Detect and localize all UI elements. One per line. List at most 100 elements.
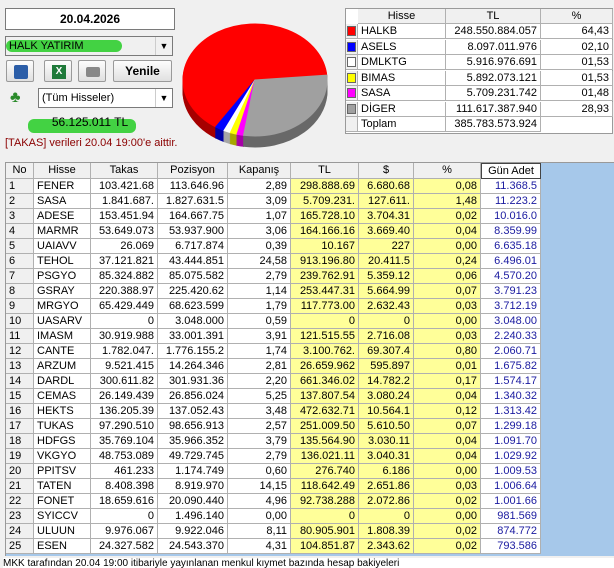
grid-cell: 117.773.00 [291, 299, 359, 314]
grid-cell: 3.080.24 [359, 389, 414, 404]
summary-header: TL [446, 9, 541, 24]
grid-cell: DARDL [34, 374, 91, 389]
grid-cell: 24,58 [228, 254, 291, 269]
grid-cell: UAIAVV [34, 239, 91, 254]
grid-cell: 0,02 [414, 494, 481, 509]
grid-cell: 472.632.71 [291, 404, 359, 419]
grid-cell: 6.680.68 [359, 179, 414, 194]
data-grid: No Hisse Takas Pozisyon Kapanış TL $% Gün Adet 1… [5, 162, 614, 556]
grid-cell: 153.451.94 [91, 209, 158, 224]
grid-cell: 49.729.745 [158, 449, 228, 464]
grid-cell: 1.299.18 [481, 419, 541, 434]
grid-cell: 3.791.23 [481, 284, 541, 299]
excel-button[interactable]: X [44, 60, 72, 82]
grid-cell: UASARV [34, 314, 91, 329]
dropdown-arrow[interactable]: ▼ [155, 37, 172, 55]
grid-cell: MRGYO [34, 299, 91, 314]
grid-cell: 12 [6, 344, 34, 359]
summary-name: BIMAS [358, 70, 446, 86]
grid-cell: 1.675.82 [481, 359, 541, 374]
grid-cell: 5.709.231. [291, 194, 359, 209]
grid-cell: 11.368.5 [481, 179, 541, 194]
grid-cell: 97.290.510 [91, 419, 158, 434]
summary-pct: 01,48 [541, 86, 613, 101]
grid-cell: 98.656.913 [158, 419, 228, 434]
grid-cell: 0,00 [414, 509, 481, 524]
filter-select[interactable]: (Tüm Hisseler) [38, 88, 173, 108]
grid-cell: 165.728.10 [291, 209, 359, 224]
filter-icon: ♣ [10, 89, 21, 106]
highlight [6, 40, 122, 52]
grid-cell: 3.048.00 [481, 314, 541, 329]
highlight [28, 119, 136, 133]
grid-cell: 0,59 [228, 314, 291, 329]
summary-name: HALKB [358, 24, 446, 39]
grid-cell: 5,25 [228, 389, 291, 404]
grid-cell: 225.420.62 [158, 284, 228, 299]
grid-cell: 35.769.104 [91, 434, 158, 449]
grid-cell: 2.716.08 [359, 329, 414, 344]
grid-cell: 4,31 [228, 539, 291, 554]
grid-cell: 2,89 [228, 179, 291, 194]
grid-cell: 18.659.616 [91, 494, 158, 509]
grid-cell: 2.343.62 [359, 539, 414, 554]
grid-cell: 227 [359, 239, 414, 254]
grid-cell: 6.635.18 [481, 239, 541, 254]
grid-cell: 9.521.415 [91, 359, 158, 374]
grid-cell: 23 [6, 509, 34, 524]
grid-cell: 1.091.70 [481, 434, 541, 449]
grid-cell: 24.327.582 [91, 539, 158, 554]
refresh-button[interactable]: Yenile [113, 60, 172, 82]
note: [TAKAS] verileri 20.04 19:00'e aittir. [5, 137, 178, 149]
grid-cell: 127.611. [359, 194, 414, 209]
grid-cell: 8.408.398 [91, 479, 158, 494]
print-icon [86, 67, 100, 77]
grid-cell: GSRAY [34, 284, 91, 299]
grid-cell: 14.264.346 [158, 359, 228, 374]
grid-cell: 17 [6, 419, 34, 434]
grid-cell: ADESE [34, 209, 91, 224]
grid-cell: 0,04 [414, 449, 481, 464]
grid-cell: 1,74 [228, 344, 291, 359]
grid-cell: 298.888.69 [291, 179, 359, 194]
grid-cell: 1.827.631.5 [158, 194, 228, 209]
column-header: % [414, 163, 481, 179]
grid-cell: 1 [6, 179, 34, 194]
grid-cell: 4,96 [228, 494, 291, 509]
grid-cell: 0,80 [414, 344, 481, 359]
color-swatch [347, 103, 356, 114]
grid-cell: 85.075.582 [158, 269, 228, 284]
grid-cell: 3,06 [228, 224, 291, 239]
grid-cell: 9.976.067 [91, 524, 158, 539]
grid-cell: 20.411.5 [359, 254, 414, 269]
grid-cell: 2.651.86 [359, 479, 414, 494]
grid-cell: 276.740 [291, 464, 359, 479]
summary-name: DMLKTG [358, 55, 446, 70]
grid-cell: 0,17 [414, 374, 481, 389]
grid-cell: 10.564.1 [359, 404, 414, 419]
grid-cell: 69.307.4 [359, 344, 414, 359]
total-label: 56.125.011 TL [51, 115, 129, 129]
summary-tl: 8.097.011.976 [446, 39, 541, 55]
grid-cell: 0,12 [414, 404, 481, 419]
grid-cell: SYICCV [34, 509, 91, 524]
summary-table: Hisse TL% HALKB 248.550.884.057 64,43 ASELS 8.… [345, 8, 613, 134]
grid-cell: 3.704.31 [359, 209, 414, 224]
summary-name: DİGER [358, 101, 446, 117]
grid-cell: 913.196.80 [291, 254, 359, 269]
grid-cell: 10.016.0 [481, 209, 541, 224]
grid-cell: 0,03 [414, 299, 481, 314]
grid-cell: 135.564.90 [291, 434, 359, 449]
grid-cell: 8 [6, 284, 34, 299]
grid-cell: MARMR [34, 224, 91, 239]
broker-select[interactable]: HALK YATIRIM [5, 36, 173, 56]
grid-cell: 0,03 [414, 329, 481, 344]
color-swatch [347, 41, 356, 52]
dropdown-arrow[interactable]: ▼ [155, 89, 172, 107]
grid-cell: TUKAS [34, 419, 91, 434]
grid-cell: 3,91 [228, 329, 291, 344]
save-button[interactable] [6, 60, 34, 82]
print-button[interactable] [78, 60, 106, 82]
grid-cell: 85.324.882 [91, 269, 158, 284]
summary-tl: 111.617.387.940 [446, 101, 541, 117]
